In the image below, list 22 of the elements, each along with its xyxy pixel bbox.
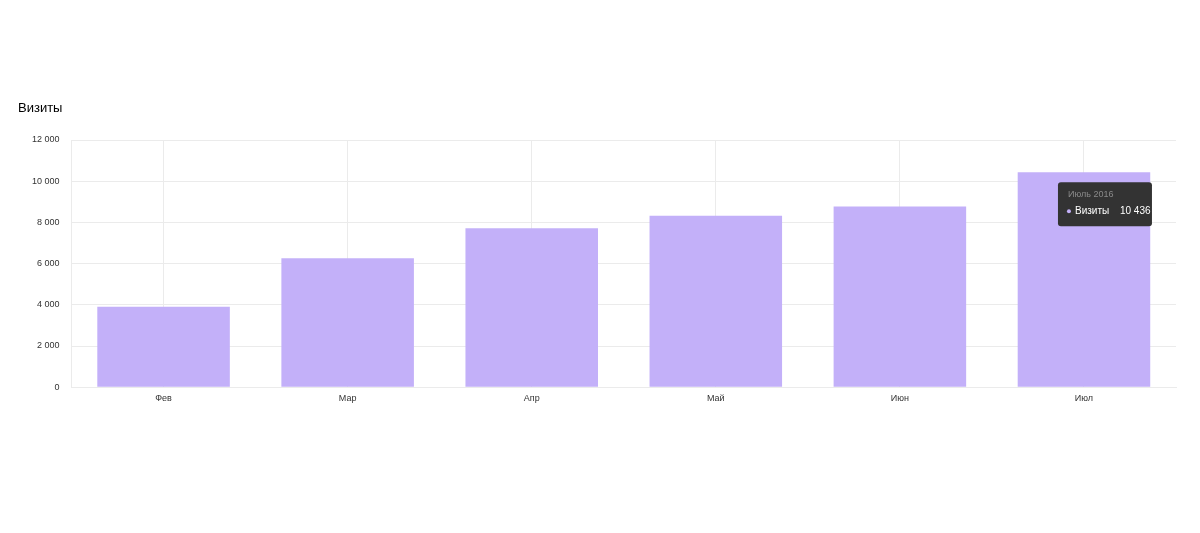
annotation: Июль 2016 — [1067, 188, 1114, 199]
x-tick-label: Апр — [523, 393, 540, 404]
y-tick-label: 12 000 — [32, 134, 60, 145]
y-tick-label: 4 000 — [37, 299, 60, 310]
x-tick-label: Май — [706, 393, 725, 404]
bar — [649, 215, 783, 387]
x-tick-label: Июл — [1074, 393, 1094, 404]
y-tick-label: 0 — [54, 381, 60, 392]
data-label: 10 436 — [1119, 204, 1151, 216]
bar — [281, 258, 414, 387]
chart-title: Визиты — [18, 100, 63, 115]
x-tick-label: Фев — [155, 393, 173, 404]
x-tick-label: Мар — [338, 393, 357, 404]
x-tick-label: Июн — [890, 393, 909, 404]
y-tick-label: 10 000 — [32, 175, 60, 186]
series-label: Визиты — [1074, 204, 1110, 216]
bar — [97, 306, 230, 387]
y-tick-label: 8 000 — [37, 216, 60, 227]
y-tick-label: 2 000 — [37, 340, 60, 351]
y-tick-label: 6 000 — [37, 258, 60, 269]
bar — [465, 228, 598, 387]
bar — [833, 206, 967, 387]
